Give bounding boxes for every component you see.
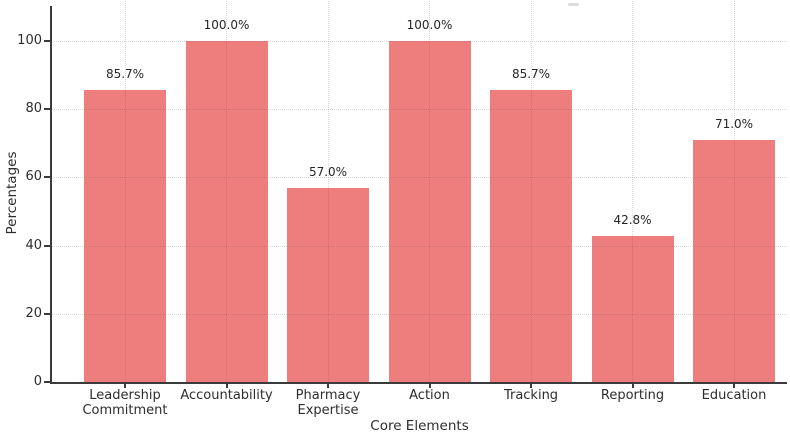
bar-value-label: 85.7% [511, 66, 551, 81]
x-tick-label: Education [701, 388, 767, 403]
bar-accountability [185, 41, 268, 382]
x-tick-mark [428, 384, 431, 388]
horizontal-gridline [52, 177, 787, 179]
y-tick-label: 20 [25, 305, 42, 321]
vertical-gridline [429, 1, 430, 382]
bar-value-label: 71.0% [714, 116, 754, 131]
bar-value-label: 85.7% [105, 66, 145, 81]
bar-education [693, 139, 775, 382]
bar-leadership [84, 89, 166, 382]
stray-mark [568, 3, 579, 6]
bar-pharmacy [287, 187, 369, 382]
y-tick-mark [44, 40, 50, 42]
plot-area: 85.7% 100.0% 57.0% 100.0% 85.7% 42.8% 71.0% [52, 1, 787, 382]
x-axis-spine [50, 382, 787, 384]
vertical-gridline [124, 1, 126, 382]
y-tick-mark [44, 244, 50, 247]
bar-tracking [490, 89, 572, 382]
x-tick-label: Accountability [180, 388, 273, 403]
x-tick-mark [327, 384, 329, 388]
horizontal-gridline [52, 245, 787, 247]
bar-value-label: 57.0% [308, 164, 348, 179]
bar-action [388, 41, 471, 382]
x-axis-title: Core Elements [370, 418, 469, 434]
x-tick-label: Action [409, 388, 450, 403]
x-tick-mark [631, 384, 634, 388]
x-tick-label: Pharmacy Expertise [295, 388, 361, 418]
bar-reporting [591, 236, 674, 382]
vertical-gridline [733, 1, 735, 382]
y-tick-label: 0 [33, 374, 42, 389]
y-tick-mark [44, 312, 50, 315]
x-tick-mark [530, 384, 532, 388]
bar-value-label: 100.0% [203, 18, 250, 32]
y-tick-label: 40 [25, 237, 42, 253]
horizontal-gridline [52, 313, 787, 315]
vertical-gridline [327, 1, 329, 382]
x-tick-mark [124, 384, 126, 388]
x-tick-label: Tracking [503, 388, 559, 403]
vertical-gridline [530, 1, 532, 382]
vertical-gridline [226, 1, 227, 382]
bar-value-label: 100.0% [406, 18, 453, 32]
bar-value-label: 42.8% [613, 213, 652, 228]
y-tick-mark [44, 381, 50, 383]
x-tick-label: Reporting [600, 388, 665, 403]
horizontal-gridline [52, 41, 787, 42]
y-tick-label: 60 [25, 169, 42, 185]
y-axis-title: Percentages [4, 151, 20, 235]
x-tick-label: Leadership Commitment [82, 388, 168, 418]
y-tick-label: 80 [25, 101, 42, 117]
vertical-gridline [632, 1, 633, 382]
horizontal-gridline [52, 109, 787, 111]
y-tick-label: 100 [17, 33, 42, 48]
x-tick-mark [225, 384, 228, 388]
y-tick-mark [44, 176, 50, 179]
y-axis-spine [50, 6, 52, 384]
y-tick-mark [44, 108, 50, 111]
x-tick-mark [733, 384, 735, 388]
